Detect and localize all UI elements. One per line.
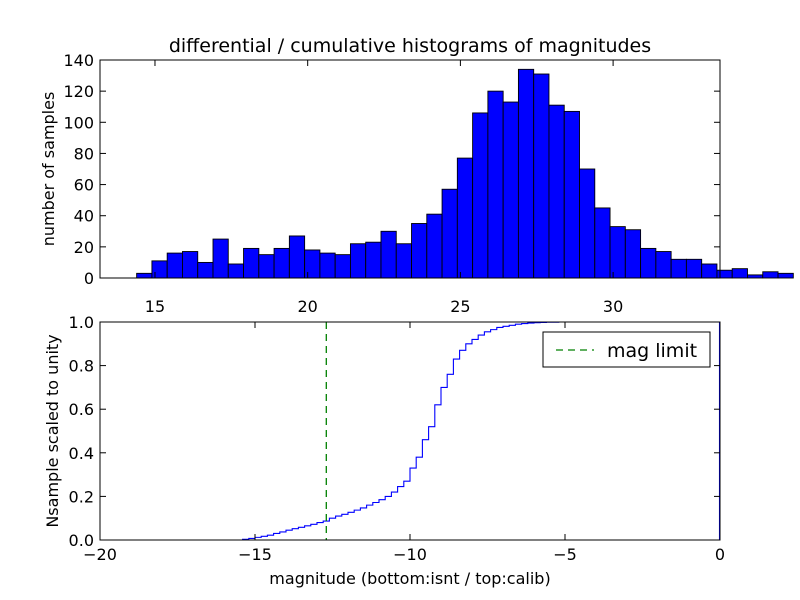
top-y-tick-label: 60 [74, 176, 94, 195]
histogram-bar [609, 226, 626, 279]
bottom-y-tick-label: 0.4 [69, 444, 94, 463]
top-x-ticks: 15 20 25 30 [145, 60, 623, 316]
histogram-bar [716, 269, 733, 279]
top-y-axis-label: number of samples [39, 92, 58, 247]
bottom-x-tick-label: −10 [393, 545, 427, 564]
histogram-bar [426, 213, 443, 279]
histogram-bar [456, 157, 474, 279]
histogram-bar [502, 101, 519, 279]
legend: mag limit [542, 331, 711, 368]
top-y-tick-label: 100 [63, 113, 94, 132]
histogram-bar [472, 112, 489, 279]
histogram-bar [136, 272, 153, 279]
histogram-bar [258, 254, 275, 279]
chart-title: differential / cumulative histograms of … [169, 35, 651, 57]
histogram-bar [166, 252, 183, 279]
histogram-bar [685, 258, 703, 279]
bottom-x-tick-label: −15 [238, 545, 272, 564]
bottom-y-ticks: 0.0 0.2 0.4 0.6 0.8 1.0 [69, 313, 720, 550]
histogram-bar [197, 261, 214, 279]
histogram-bar [533, 73, 550, 279]
bottom-y-tick-label: 0.6 [69, 400, 94, 419]
cumulative-histogram-panel: Nsample scaled to unity magnitude (botto… [43, 313, 725, 588]
histogram-bar [227, 263, 244, 279]
top-y-tick-label: 80 [74, 144, 94, 163]
bottom-x-ticks: −20 −15 −10 −5 0 [83, 322, 725, 564]
top-y-tick-label: 120 [63, 82, 94, 101]
histogram-bar [182, 251, 199, 279]
histogram-bar [655, 251, 672, 279]
histogram-bar [304, 249, 321, 279]
histogram-bar [334, 254, 351, 279]
top-x-tick-label: 30 [603, 297, 623, 316]
histogram-bar [288, 235, 306, 279]
histogram-bar [319, 252, 336, 279]
histogram-bar [212, 238, 229, 279]
histogram-bar [640, 247, 657, 279]
histogram-bar [548, 104, 565, 279]
histogram-bar [349, 243, 367, 279]
legend-mag-limit-label: mag limit [607, 340, 697, 362]
histogram-bar [380, 230, 397, 279]
bottom-x-tick-label: −20 [83, 545, 117, 564]
histogram-bar [151, 260, 168, 279]
histogram-bar [411, 223, 428, 279]
histogram-bar [563, 110, 580, 279]
bottom-y-tick-label: 0.8 [69, 357, 94, 376]
bottom-x-axis-label: magnitude (bottom:isnt / top:calib) [269, 569, 550, 588]
histogram-bar [747, 274, 764, 279]
top-x-tick-label: 25 [450, 297, 470, 316]
bottom-y-tick-label: 0.0 [69, 531, 94, 550]
bottom-x-tick-label: −5 [553, 545, 577, 564]
histogram-bar [579, 168, 596, 279]
differential-histogram-panel: differential / cumulative histograms of … [39, 35, 794, 316]
histogram-bar [487, 90, 504, 279]
histogram-bar [243, 247, 260, 279]
histogram-bar [777, 272, 794, 279]
histogram-bar [395, 243, 412, 279]
histogram-bar [273, 247, 290, 279]
bottom-y-tick-label: 1.0 [69, 313, 94, 332]
histogram-bar [762, 271, 779, 279]
top-x-tick-label: 20 [298, 297, 318, 316]
histogram-bar [441, 188, 458, 279]
cumulative-step-line [100, 321, 720, 541]
top-plot-frame [99, 59, 721, 279]
histogram-bar [701, 263, 718, 279]
bottom-y-axis-label: Nsample scaled to unity [43, 334, 62, 527]
histogram-bar [670, 258, 687, 279]
histogram-bar [517, 68, 535, 279]
top-y-tick-label: 40 [74, 207, 94, 226]
top-y-tick-label: 20 [74, 238, 94, 257]
bottom-x-tick-label: 0 [715, 545, 725, 564]
histogram-bar [365, 241, 382, 279]
bottom-y-tick-label: 0.2 [69, 487, 94, 506]
histogram-bars [136, 68, 794, 279]
top-y-tick-label: 0 [84, 269, 94, 288]
histogram-bar [624, 229, 642, 279]
top-y-tick-label: 140 [63, 51, 94, 70]
histogram-bar [594, 207, 611, 279]
top-y-ticks: 0 20 40 60 80 100 120 140 [63, 51, 720, 288]
histogram-bar [731, 268, 748, 279]
top-x-tick-label: 15 [145, 297, 165, 316]
